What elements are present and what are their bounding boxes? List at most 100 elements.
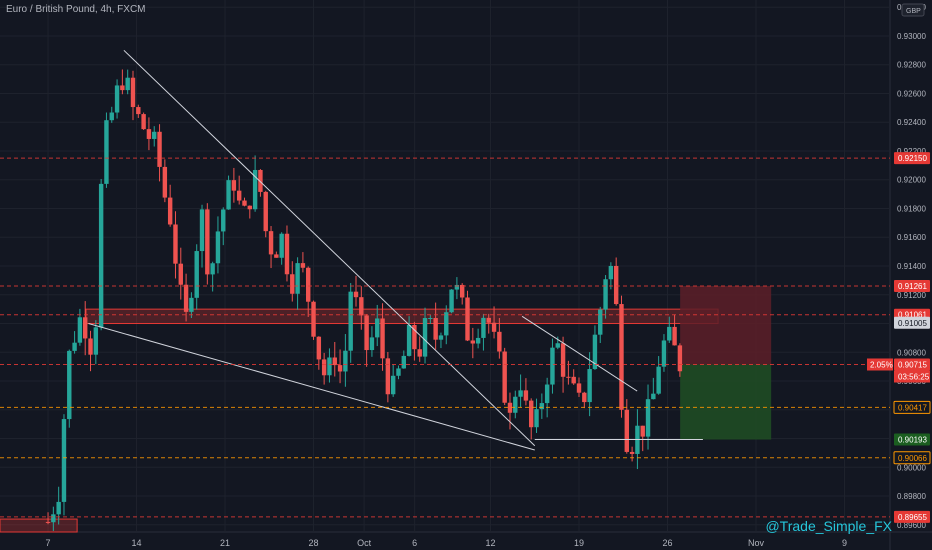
candle-body <box>183 284 189 312</box>
candle-body <box>130 77 136 108</box>
candle-body <box>534 409 539 428</box>
candle-body <box>274 254 279 258</box>
target-zone <box>680 364 772 440</box>
candle-body <box>619 304 624 410</box>
time-tick-label: 19 <box>574 538 584 548</box>
level-price-badge <box>894 316 930 329</box>
time-tick-label: 26 <box>662 538 672 548</box>
candle-body <box>486 317 491 323</box>
candle-body <box>284 233 290 275</box>
candle-body <box>603 279 608 310</box>
candle-body <box>236 190 242 201</box>
level-price-badge <box>893 400 931 414</box>
candle-body <box>459 284 465 298</box>
candle-body <box>51 514 56 523</box>
change-percent-label: 2.05% <box>870 360 893 369</box>
candle-body <box>61 419 67 502</box>
candle-body <box>390 375 396 395</box>
candle-body <box>412 325 417 350</box>
candle-body <box>550 347 555 385</box>
candle-body <box>481 317 486 338</box>
currency-label: GBP <box>906 8 921 15</box>
candle-body <box>83 317 88 339</box>
candle-body <box>194 251 199 298</box>
candle-body <box>178 263 183 285</box>
candle-body <box>337 365 343 372</box>
time-tick-label: Oct <box>357 538 372 548</box>
candle-body <box>380 318 385 359</box>
level-price-label: 0.91261 <box>898 282 927 291</box>
candle-body <box>417 349 422 357</box>
level-price-label: 0.90066 <box>898 454 927 463</box>
candle-body <box>560 343 566 377</box>
candle-body <box>109 112 114 121</box>
candle-body <box>321 359 327 376</box>
time-tick-label: 9 <box>842 538 847 548</box>
candle-body <box>359 297 364 316</box>
level-price-label: 0.90715 <box>898 360 927 369</box>
time-tick-label: 12 <box>486 538 496 548</box>
candle-body <box>513 396 518 413</box>
candle-body <box>385 358 391 395</box>
candle-body <box>221 209 226 232</box>
time-tick-label: 21 <box>220 538 230 548</box>
candle-body <box>353 291 359 298</box>
level-price-badge <box>894 433 930 446</box>
candle-body <box>544 384 550 404</box>
candle-body <box>72 342 77 351</box>
trendline <box>521 315 638 392</box>
candle-body <box>507 402 513 413</box>
candle-body <box>162 166 168 198</box>
candle-body <box>67 350 72 420</box>
candle-body <box>645 399 651 437</box>
candle-body <box>88 338 93 355</box>
time-axis[interactable]: 7 14 21 28 Oct 6 12 19 26 Nov 9 <box>46 538 847 548</box>
candle-body <box>587 369 592 403</box>
time-tick-label: Nov <box>748 538 765 548</box>
candle-body <box>566 376 571 378</box>
price-tick-label: 0.91800 <box>897 204 926 213</box>
time-tick-label: 14 <box>132 538 142 548</box>
candle-body <box>120 85 125 91</box>
price-tick-label: 0.92000 <box>897 176 926 185</box>
level-price-label: 0.89655 <box>898 513 927 522</box>
level-price-badge <box>894 279 930 292</box>
watermark-text: @Trade_Simple_FX <box>765 518 892 534</box>
chart-title: Euro / British Pound, 4h, FXCM <box>6 4 146 15</box>
candle-body <box>45 521 51 523</box>
candle-body <box>502 351 507 403</box>
candle-body <box>582 392 587 403</box>
candle-body <box>629 451 635 454</box>
candle-body <box>396 368 401 376</box>
candle-body <box>677 345 683 372</box>
candle-body <box>56 501 61 515</box>
candle-body <box>438 335 444 340</box>
price-tick-label: 0.91200 <box>897 291 926 300</box>
candle-body <box>348 291 353 351</box>
candle-body <box>152 131 157 139</box>
price-axis[interactable]: 0.932000.930000.928000.926000.924000.922… <box>867 3 931 530</box>
price-tick-label: 0.92600 <box>897 89 926 98</box>
chart-zones <box>0 285 772 533</box>
candle-body <box>231 180 237 191</box>
trendlines <box>88 49 703 451</box>
price-tick-label: 0.91400 <box>897 262 926 271</box>
candle-body <box>422 318 428 357</box>
trendline <box>123 49 536 447</box>
candle-body <box>523 390 529 401</box>
level-price-label: 0.90193 <box>898 436 927 445</box>
candle-body <box>592 334 598 370</box>
candle-body <box>327 357 332 376</box>
currency-badge <box>901 3 925 17</box>
price-tick-label: 0.92400 <box>897 118 926 127</box>
candle-body <box>640 425 645 437</box>
candle-body <box>475 337 481 344</box>
candle-body <box>364 315 369 351</box>
candle-body <box>306 267 311 302</box>
candle-body <box>571 376 576 384</box>
candle-body <box>656 366 661 394</box>
candle-body <box>401 355 406 369</box>
candle-body <box>141 114 146 130</box>
